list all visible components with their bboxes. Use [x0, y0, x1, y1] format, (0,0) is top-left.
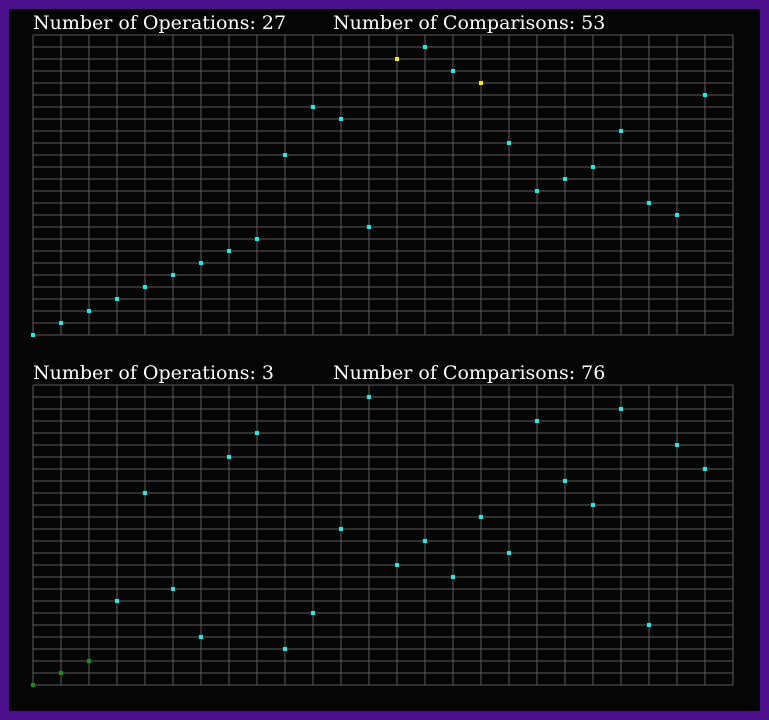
counter-label: Number of Comparisons: 76	[333, 362, 605, 384]
point	[563, 479, 567, 483]
point	[199, 261, 203, 265]
point	[591, 165, 595, 169]
point	[59, 671, 63, 675]
point	[311, 105, 315, 109]
point	[255, 237, 259, 241]
point	[647, 623, 651, 627]
point	[143, 285, 147, 289]
point	[171, 587, 175, 591]
point	[31, 333, 35, 337]
point	[255, 431, 259, 435]
point	[479, 81, 483, 85]
point	[115, 297, 119, 301]
counter-label: Number of Comparisons: 53	[333, 12, 605, 34]
counter-label: Number of Operations: 27	[33, 12, 286, 34]
point	[535, 189, 539, 193]
point	[87, 659, 91, 663]
point	[703, 93, 707, 97]
point	[199, 635, 203, 639]
point	[395, 57, 399, 61]
point	[115, 599, 119, 603]
point	[171, 273, 175, 277]
point	[227, 455, 231, 459]
point	[367, 395, 371, 399]
point	[59, 321, 63, 325]
point	[451, 69, 455, 73]
point	[535, 419, 539, 423]
point	[423, 45, 427, 49]
counter-label: Number of Operations: 3	[33, 362, 274, 384]
point	[619, 407, 623, 411]
point	[451, 575, 455, 579]
point	[507, 551, 511, 555]
point	[563, 177, 567, 181]
background	[9, 9, 760, 711]
point	[339, 527, 343, 531]
point	[87, 309, 91, 313]
point	[339, 117, 343, 121]
point	[143, 491, 147, 495]
point	[675, 213, 679, 217]
point	[367, 225, 371, 229]
point	[283, 647, 287, 651]
point	[395, 563, 399, 567]
point	[311, 611, 315, 615]
point	[227, 249, 231, 253]
point	[283, 153, 287, 157]
point	[703, 467, 707, 471]
point	[591, 503, 595, 507]
point	[647, 201, 651, 205]
point	[619, 129, 623, 133]
point	[423, 539, 427, 543]
point	[31, 683, 35, 687]
point	[675, 443, 679, 447]
point	[507, 141, 511, 145]
point	[479, 515, 483, 519]
